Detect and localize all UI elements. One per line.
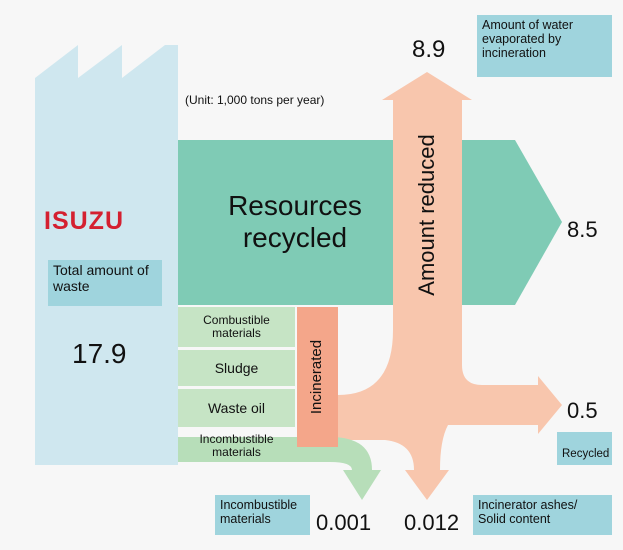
waste-type: Waste oil bbox=[207, 399, 266, 416]
incombustible-out-label: Incombustible materials bbox=[215, 495, 310, 535]
resources-value: 8.5 bbox=[567, 217, 598, 242]
waste-type: Sludge bbox=[214, 359, 259, 376]
ash-out-value: 0.012 bbox=[404, 510, 460, 535]
reduced-flow bbox=[338, 72, 562, 500]
recycled-resources-arrow bbox=[178, 140, 562, 305]
reduced-note: Amount of water evaporated by incinerati… bbox=[477, 15, 612, 77]
incinerated-label: Incinerated bbox=[307, 339, 325, 415]
total-value: 17.9 bbox=[72, 338, 127, 369]
incombustible-out-value: 0.001 bbox=[316, 510, 372, 535]
waste-type: Combustible materials bbox=[203, 313, 270, 340]
factory bbox=[35, 45, 178, 465]
total-label: Total amount of waste bbox=[48, 260, 162, 306]
unit-note: (Unit: 1,000 tons per year) bbox=[185, 93, 325, 107]
recycled-value: 0.5 bbox=[567, 398, 598, 423]
incinerated-box bbox=[297, 307, 338, 447]
resources-label: Resources recycled bbox=[228, 190, 362, 254]
reduced-label: Amount reduced bbox=[413, 134, 439, 296]
ash-out-label: Incinerator ashes/ Solid content bbox=[473, 495, 612, 535]
reduced-value: 8.9 bbox=[412, 36, 446, 63]
incombustible-arrow bbox=[178, 437, 381, 500]
waste-row bbox=[178, 350, 295, 386]
recycled-label: Recycled bbox=[557, 432, 612, 465]
waste-type: Incombustible materials bbox=[199, 432, 274, 459]
waste-row bbox=[178, 307, 295, 347]
waste-row bbox=[178, 389, 295, 427]
logo: ISUZU bbox=[44, 207, 124, 235]
